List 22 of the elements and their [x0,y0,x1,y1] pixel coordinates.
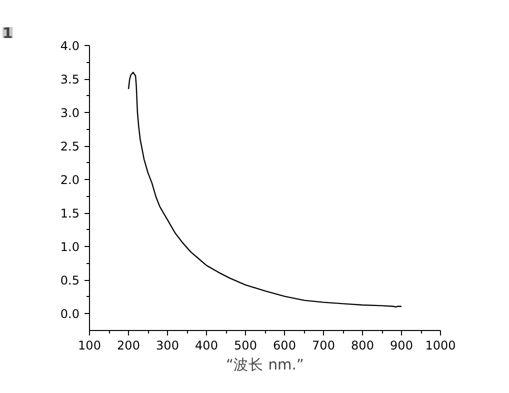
y-tick-label: 0.5 [60,274,80,288]
y-tick-label: 2.5 [60,140,80,154]
x-tick-label: 800 [351,338,374,352]
y-tick-label: 1.5 [60,206,80,221]
x-tick-label: 500 [234,338,257,352]
y-tick-label: 4.0 [60,39,80,53]
text: 1 [2,25,13,42]
y-tick-label: 3.5 [60,72,80,87]
x-tick-label: 100 [78,338,101,352]
x-tick-label: 700 [312,338,335,352]
y-tick-label: 1.0 [60,240,80,254]
x-axis-title: “波长 nm.” [226,356,304,374]
x-tick-label: 600 [273,338,296,352]
x-tick-label: 1000 [425,338,456,352]
x-tick-label: 400 [195,338,218,352]
y-tick-label: 3.0 [60,106,80,120]
x-tick-label: 900 [390,338,413,352]
line-series [128,72,402,308]
y-tick-label: 2.0 [60,173,80,188]
y-tick-label: 0.0 [60,307,80,322]
x-tick-label: 300 [156,338,179,352]
x-tick-label: 200 [117,338,140,352]
